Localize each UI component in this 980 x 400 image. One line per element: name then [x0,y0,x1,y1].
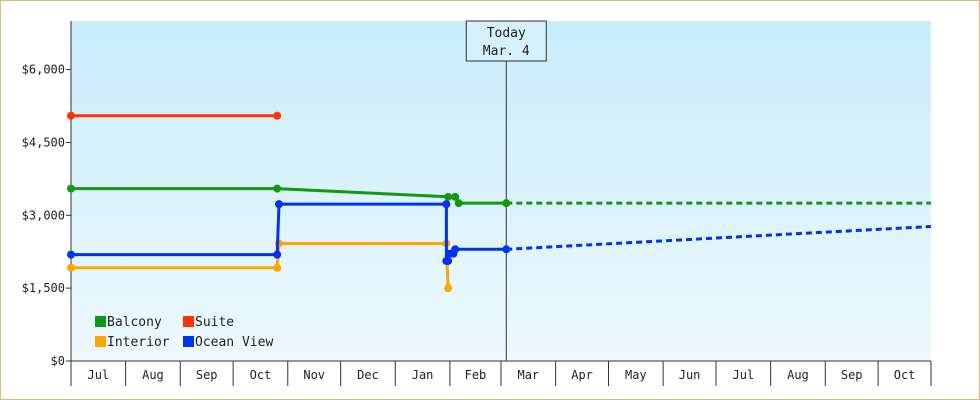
x-tick-label: Sep [841,368,863,382]
today-date: Mar. 4 [483,44,530,59]
legend-label-interior: Interior [107,335,170,350]
interior-point [444,284,453,293]
ocean-view-point [451,245,460,254]
x-tick-label: Jan [412,368,434,382]
balcony-point [451,192,460,201]
legend-swatch-interior [95,336,106,347]
x-tick-label: Dec [357,368,379,382]
x-tick-label: Jul [87,368,109,382]
x-tick-label: Sep [196,368,218,382]
suite-point [273,111,282,120]
y-tick-label: $1,500 [22,281,65,295]
x-tick-label: Nov [303,368,325,382]
legend-label-balcony: Balcony [107,315,162,330]
x-tick-label: May [625,368,647,382]
legend-swatch-suite [183,316,194,327]
axes: $0 $1,500 $3,000 $4,500 $6,000 Jul Aug Sep Oct No… [22,21,932,386]
today-title: Today [487,26,526,41]
legend: Balcony Suite Interior Ocean View [95,315,273,350]
suite-point [67,111,75,120]
plot-background [71,21,931,361]
x-tick-label: Jun [679,368,701,382]
x-tick-label: Mar [517,368,539,382]
y-tick-label: $3,000 [22,208,65,222]
ocean-view-point [502,245,511,254]
interior-point [67,263,75,272]
ocean-view-point [444,256,453,265]
y-tick-label: $4,500 [22,135,65,149]
ocean-view-point [67,250,75,259]
x-tick-label: Aug [142,368,164,382]
ocean-view-point [442,200,451,209]
x-tick-label: Oct [250,368,272,382]
series-lines [67,111,932,293]
ocean-view-forecast-line [506,225,932,251]
y-tick-label: $0 [51,354,65,368]
interior-point [273,263,282,272]
ocean-view-point [274,200,283,209]
balcony-point [273,184,282,193]
x-tick-label: Jul [732,368,754,382]
today-marker: Today Mar. 4 [465,20,547,361]
balcony-point [67,184,75,193]
x-tick-label: Feb [465,368,487,382]
today-box [465,20,547,62]
legend-label-suite: Suite [195,315,234,330]
legend-swatch-ocean-view [183,336,194,347]
balcony-point [444,192,453,201]
x-tick-label: Aug [787,368,809,382]
x-tick-label: Oct [894,368,916,382]
legend-label-ocean-view: Ocean View [195,335,273,350]
balcony-point [502,199,511,208]
y-tick-label: $6,000 [22,63,65,77]
ocean-view-point [273,250,282,259]
balcony-point [454,199,463,208]
legend-swatch-balcony [95,316,106,327]
x-tick-label: Apr [571,368,593,382]
